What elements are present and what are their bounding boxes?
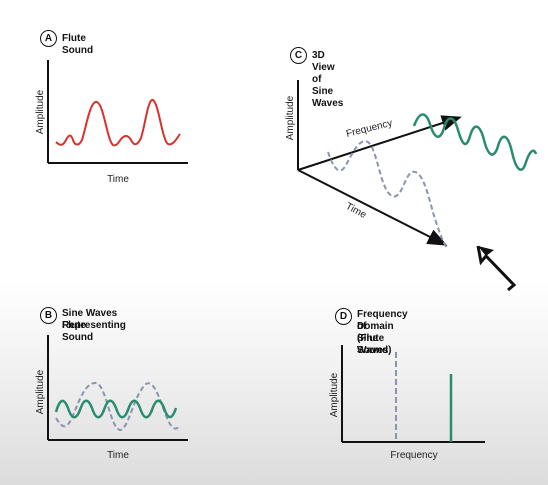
panel-c-green-wave [412,113,538,171]
panel-c-dashed-wave [327,140,448,249]
panel-d-xlabel: Frequency [390,450,437,461]
badge-a: A [40,30,57,47]
panel-d-title-line1: Frequency Domain [357,309,408,332]
badge-c: C [290,47,307,64]
panel-b-ylabel: Amplitude [35,369,46,414]
panel-b-xlabel: Time [107,450,129,461]
panel-d-ylabel: Amplitude [329,372,340,417]
panel-d-title-line3: (Flute Sound) [357,333,392,356]
panel-c-time-axis [297,169,448,246]
panel-d-title-line2: of Sine Waves [357,321,389,356]
panel-a-xlabel: Time [107,174,129,185]
badge-d: D [335,308,352,325]
panel-a-ylabel: Amplitude [35,89,46,134]
flute-sound-wave [55,98,181,147]
panel-c-title: 3D View of Sine Waves [312,50,344,109]
badge-b: B [40,307,57,324]
panel-b-dashed-wave [55,382,181,431]
panel-a-title: Flute Sound [62,33,94,56]
panel-b-title-line2: Flute Sound [62,320,94,343]
panel-c-ylabel: Amplitude [285,95,296,140]
panel-b-green-wave [54,399,178,419]
panel-b-title-line1: Sine Waves Representing [62,308,126,331]
